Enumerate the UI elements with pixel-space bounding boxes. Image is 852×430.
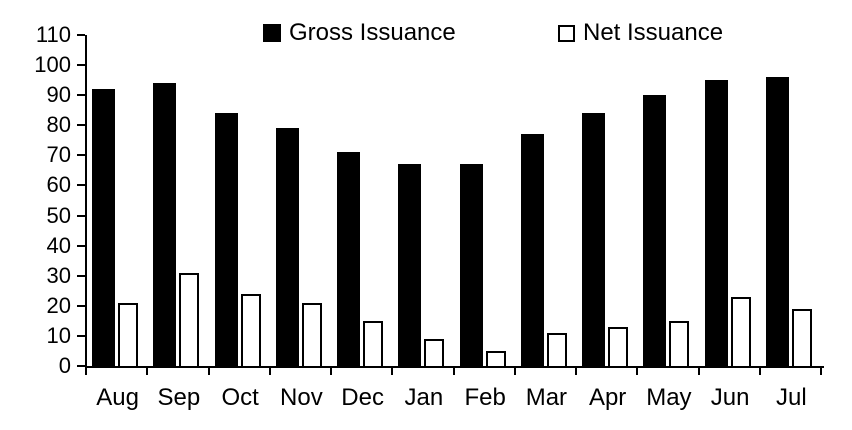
legend-item-net-issuance: Net Issuance <box>558 19 723 47</box>
y-axis-tick-label: 40 <box>46 232 71 258</box>
y-axis-tick-label: 0 <box>58 353 71 378</box>
bar-net-oct <box>240 293 261 368</box>
bar-gross-nov <box>275 128 299 366</box>
bar-gross-aug <box>92 89 115 366</box>
y-axis-tick-label: 90 <box>46 82 71 108</box>
x-axis-tick <box>207 368 210 375</box>
bar-net-jan <box>424 338 445 368</box>
bar-net-feb <box>485 350 506 368</box>
x-axis-category-label: Oct <box>221 384 259 411</box>
x-axis-tick <box>636 368 639 375</box>
x-axis-tick <box>85 368 87 375</box>
gross-issuance-swatch-icon <box>263 24 281 42</box>
x-axis-tick <box>452 368 455 375</box>
legend-label-gross-issuance: Gross Issuance <box>289 19 456 46</box>
y-axis-tick-label: 50 <box>46 202 71 228</box>
bar-gross-oct <box>214 113 238 366</box>
bar-gross-mar <box>520 134 544 366</box>
x-axis-category-label: Jul <box>776 384 807 411</box>
bar-gross-may <box>643 95 667 366</box>
bar-gross-apr <box>582 113 605 366</box>
bar-gross-feb <box>459 164 483 366</box>
legend-label-net-issuance: Net Issuance <box>583 19 724 46</box>
y-axis-tick <box>77 365 85 367</box>
x-axis-tick <box>513 368 516 375</box>
bar-net-jul <box>791 308 812 368</box>
x-axis-category-label: Feb <box>464 384 506 411</box>
bar-net-jun <box>730 296 751 368</box>
y-axis-line <box>85 35 87 368</box>
y-axis-tick-label: 20 <box>46 292 71 318</box>
legend-item-gross-issuance: Gross Issuance <box>263 19 456 47</box>
y-axis-tick <box>77 154 85 157</box>
bar-net-nov <box>301 302 322 368</box>
x-axis-tick <box>758 368 761 375</box>
y-axis-tick <box>77 274 85 277</box>
x-axis-category-label: Jan <box>404 384 444 411</box>
x-axis-tick <box>146 368 149 375</box>
y-axis-tick-label: 70 <box>46 142 71 168</box>
bar-net-dec <box>363 320 383 368</box>
y-axis-tick-label: 100 <box>34 52 71 78</box>
y-axis-tick-label: 10 <box>46 322 71 348</box>
y-axis-tick <box>77 124 85 127</box>
x-axis-line <box>85 366 824 368</box>
net-issuance-swatch-icon <box>558 24 575 42</box>
x-axis-category-label: Dec <box>341 384 384 411</box>
bar-gross-sep <box>153 83 177 366</box>
y-axis-tick-label: 80 <box>46 112 71 138</box>
x-axis-tick <box>268 368 271 375</box>
y-axis-tick <box>77 214 85 217</box>
bar-gross-jun <box>704 80 728 366</box>
x-axis-category-label: Sep <box>157 384 201 411</box>
bar-gross-jul <box>765 77 789 366</box>
y-axis-tick <box>77 244 85 247</box>
x-axis-category-label: Mar <box>525 384 568 411</box>
y-axis-tick <box>77 34 85 36</box>
x-axis-tick <box>820 368 822 375</box>
bar-net-mar <box>546 332 567 368</box>
y-axis-tick <box>77 334 85 337</box>
bar-gross-dec <box>337 152 360 366</box>
y-axis-tick-label: 30 <box>46 262 71 288</box>
y-axis-tick-label: 110 <box>35 22 71 47</box>
bar-net-may <box>669 320 690 368</box>
x-axis-category-label: Jun <box>710 384 750 411</box>
y-axis-tick <box>77 184 85 187</box>
bar-net-aug <box>118 302 138 368</box>
x-axis-category-label: Nov <box>280 384 323 411</box>
bar-net-apr <box>608 326 628 368</box>
bar-net-sep <box>179 272 200 368</box>
x-axis-tick <box>330 368 332 375</box>
bar-gross-jan <box>398 164 422 366</box>
x-axis-category-label: Apr <box>588 384 627 411</box>
y-axis-tick <box>77 94 85 97</box>
y-axis-tick-label: 60 <box>46 172 71 198</box>
y-axis-tick <box>77 304 85 307</box>
x-axis-tick <box>697 368 700 375</box>
x-axis-tick <box>391 368 394 375</box>
x-axis-category-label: Aug <box>96 384 139 411</box>
y-axis-tick <box>77 64 85 67</box>
x-axis-tick <box>575 368 577 375</box>
x-axis-category-label: May <box>646 384 692 411</box>
